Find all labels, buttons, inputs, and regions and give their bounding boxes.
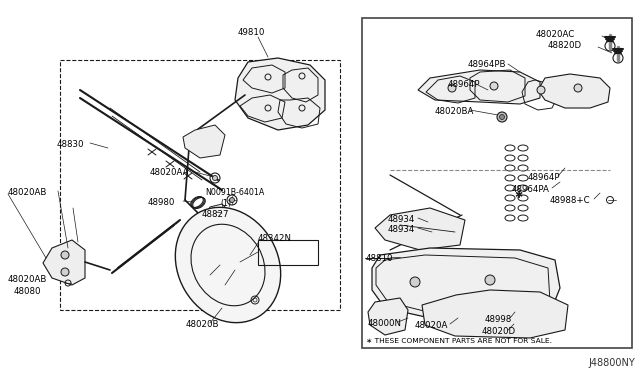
Polygon shape (422, 290, 568, 338)
Circle shape (212, 176, 218, 180)
Text: 48964P: 48964P (528, 173, 561, 182)
Polygon shape (538, 74, 610, 108)
Polygon shape (183, 125, 225, 158)
Circle shape (410, 277, 420, 287)
Circle shape (497, 112, 507, 122)
Text: 48964P: 48964P (448, 80, 481, 89)
Text: 48020AC: 48020AC (536, 30, 575, 39)
Text: 48988+C: 48988+C (550, 196, 591, 205)
Circle shape (61, 268, 69, 276)
Text: 48980: 48980 (148, 198, 175, 207)
Text: 48020AB: 48020AB (8, 188, 47, 197)
Text: 48020AB: 48020AB (8, 275, 47, 284)
Text: 48934: 48934 (388, 215, 415, 224)
Text: 48827: 48827 (202, 210, 230, 219)
Text: 48342N: 48342N (258, 234, 292, 243)
Bar (60, 60, 340, 310)
Polygon shape (368, 298, 408, 335)
Text: 48810: 48810 (366, 254, 394, 263)
Text: 49810: 49810 (238, 28, 266, 37)
Polygon shape (375, 208, 465, 250)
Polygon shape (43, 240, 85, 285)
Circle shape (485, 275, 495, 285)
Ellipse shape (175, 207, 281, 323)
Text: (1): (1) (220, 199, 231, 208)
Text: ∗ THESE COMPONENT PARTS ARE NOT FOR SALE.: ∗ THESE COMPONENT PARTS ARE NOT FOR SALE… (366, 338, 552, 344)
Text: 48020D: 48020D (482, 327, 516, 336)
Text: N0091B-6401A: N0091B-6401A (205, 188, 264, 197)
Text: ✱: ✱ (514, 190, 522, 200)
Text: 48998: 48998 (485, 315, 512, 324)
Bar (258, 240, 318, 265)
Text: 48020A: 48020A (415, 321, 449, 330)
Polygon shape (418, 70, 540, 104)
Text: 48000N: 48000N (368, 319, 402, 328)
Polygon shape (372, 248, 560, 318)
Circle shape (574, 84, 582, 92)
Circle shape (448, 84, 456, 92)
Text: 48820D: 48820D (548, 41, 582, 50)
Text: 48080: 48080 (14, 287, 42, 296)
Text: 48830: 48830 (57, 140, 84, 149)
Polygon shape (235, 58, 325, 130)
Circle shape (61, 251, 69, 259)
Circle shape (490, 82, 498, 90)
Circle shape (499, 115, 504, 119)
Text: 48934: 48934 (388, 225, 415, 234)
Text: 48964PA: 48964PA (512, 185, 550, 194)
Text: 48020B: 48020B (186, 320, 220, 329)
Bar (362, 18, 632, 348)
Text: 48020BA: 48020BA (435, 107, 474, 116)
Text: 48964PB: 48964PB (468, 60, 506, 69)
Circle shape (230, 198, 234, 202)
Circle shape (537, 86, 545, 94)
Text: 48020AA: 48020AA (150, 168, 189, 177)
Text: J48800NY: J48800NY (588, 358, 635, 368)
